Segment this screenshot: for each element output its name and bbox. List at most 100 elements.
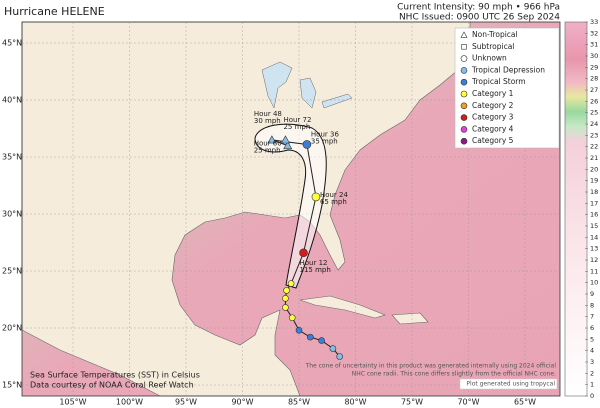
- colorbar-label: 0: [590, 392, 594, 400]
- forecast-hour: Hour 72: [283, 116, 311, 124]
- track-line: [271, 139, 341, 357]
- colorbar-label: 3: [590, 358, 594, 366]
- legend-label: Tropical Depression: [471, 65, 545, 74]
- legend-symbol: [460, 102, 468, 110]
- lon-label: 90°W: [231, 398, 253, 407]
- cuba: [299, 295, 386, 319]
- forecast-hour: Hour 60: [254, 140, 282, 148]
- track-point: [299, 248, 308, 258]
- legend-symbol: [461, 44, 467, 50]
- legend-label: Subtropical: [472, 42, 514, 51]
- track-point: [280, 135, 290, 144]
- legend-symbol: [460, 31, 468, 38]
- track-point: [318, 337, 325, 344]
- track-point: [329, 345, 337, 352]
- track-point: [288, 314, 296, 322]
- colorbar-label: 14: [590, 233, 598, 241]
- lat-label: 35°N: [2, 153, 22, 162]
- legend-symbol: [460, 55, 468, 62]
- forecast-hour: Hour 48: [254, 110, 282, 118]
- colorbar-label: 29: [590, 63, 598, 71]
- lat-label: 40°N: [2, 96, 22, 105]
- track-point: [302, 140, 312, 149]
- forecast-wind: 30 mph: [254, 117, 281, 125]
- legend-label: Category 4: [472, 124, 514, 133]
- forecast-wind: 25 mph: [254, 147, 281, 155]
- track-point: [295, 326, 303, 334]
- lon-label: 100°W: [116, 398, 143, 407]
- colorbar-label: 6: [590, 324, 594, 332]
- issued: NHC Issued: 0900 UTC 26 Sep 2024: [399, 13, 560, 23]
- track-point: [287, 280, 295, 287]
- legend-symbol: [460, 137, 468, 145]
- track-point: [306, 333, 314, 341]
- colorbar: [564, 21, 588, 397]
- colorbar-label: 13: [590, 245, 598, 253]
- legend-box: [454, 27, 560, 149]
- track-point: [336, 353, 343, 360]
- colorbar-label: 15: [590, 222, 598, 230]
- colorbar-label: 19: [590, 177, 598, 185]
- legend-label: Unknown: [472, 54, 507, 63]
- lon-label: 80°W: [344, 398, 366, 407]
- colorbar-label: 17: [590, 199, 598, 207]
- lon-label: 85°W: [288, 398, 310, 407]
- colorbar-label: 20: [590, 165, 598, 173]
- colorbar-label: 30: [590, 52, 598, 60]
- legend-label: Non-Tropical: [472, 30, 518, 39]
- colorbar-label: 25: [590, 109, 598, 117]
- colorbar-label: 5: [590, 335, 594, 343]
- lat-label: 15°N: [2, 381, 22, 390]
- forecast-hour: Hour 36: [311, 130, 340, 138]
- hispaniola: [391, 312, 429, 325]
- forecast-wind: 65 mph: [320, 198, 347, 206]
- track-point: [282, 295, 289, 302]
- track-point: [282, 304, 289, 311]
- uncertainty-cone: [254, 123, 327, 289]
- sst-source: Data courtesy of NOAA Coral Reef Watch: [30, 381, 194, 390]
- credit: Plot generated using tropycal: [466, 381, 555, 388]
- colorbar-label: 24: [590, 120, 598, 128]
- title: Hurricane HELENE: [4, 5, 105, 18]
- forecast-wind: 115 mph: [300, 266, 331, 274]
- land: [21, 21, 471, 397]
- sst-caption: Sea Surface Temperatures (SST) in Celsiu…: [30, 371, 200, 380]
- track-point: [311, 192, 321, 202]
- lat-label: 30°N: [2, 210, 22, 219]
- legend-symbol: [460, 114, 468, 121]
- track-point: [283, 140, 293, 150]
- map-border: [21, 21, 561, 397]
- intensity: Current Intensity: 90 mph • 966 hPa: [397, 3, 560, 13]
- track-point: [267, 135, 277, 144]
- credit-box: [459, 378, 558, 390]
- legend-label: Category 2: [472, 101, 514, 110]
- lon-label: 95°W: [175, 398, 197, 407]
- colorbar-label: 11: [590, 267, 598, 275]
- forecast-wind: 25 mph: [283, 123, 310, 131]
- colorbar-label: 4: [590, 347, 594, 355]
- forecast-hour: Hour 12: [300, 259, 328, 267]
- colorbar-label: 28: [590, 75, 598, 83]
- lat-label: 45°N: [2, 39, 22, 48]
- colorbar-label: 27: [590, 86, 598, 94]
- lon-label: 65°W: [514, 398, 536, 407]
- track-point: [283, 287, 290, 294]
- colorbar-label: 12: [590, 256, 598, 264]
- colorbar-label: 33: [590, 18, 598, 26]
- colorbar-label: 31: [590, 41, 598, 49]
- colorbar-label: 10: [590, 279, 598, 287]
- colorbar-label: 2: [590, 369, 594, 377]
- lon-label: 105°W: [59, 398, 86, 407]
- colorbar-label: 21: [590, 154, 598, 162]
- colorbar-label: 1: [590, 381, 594, 389]
- legend-label: Category 3: [472, 113, 514, 122]
- legend-symbol: [460, 67, 468, 74]
- lat-label: 20°N: [2, 324, 22, 333]
- legend-symbol: [460, 90, 468, 98]
- lon-label: 70°W: [457, 398, 479, 407]
- colorbar-label: 8: [590, 301, 594, 309]
- colorbar-label: 23: [590, 131, 598, 139]
- legend-label: Category 5: [472, 136, 514, 145]
- colorbar-label: 22: [590, 143, 598, 151]
